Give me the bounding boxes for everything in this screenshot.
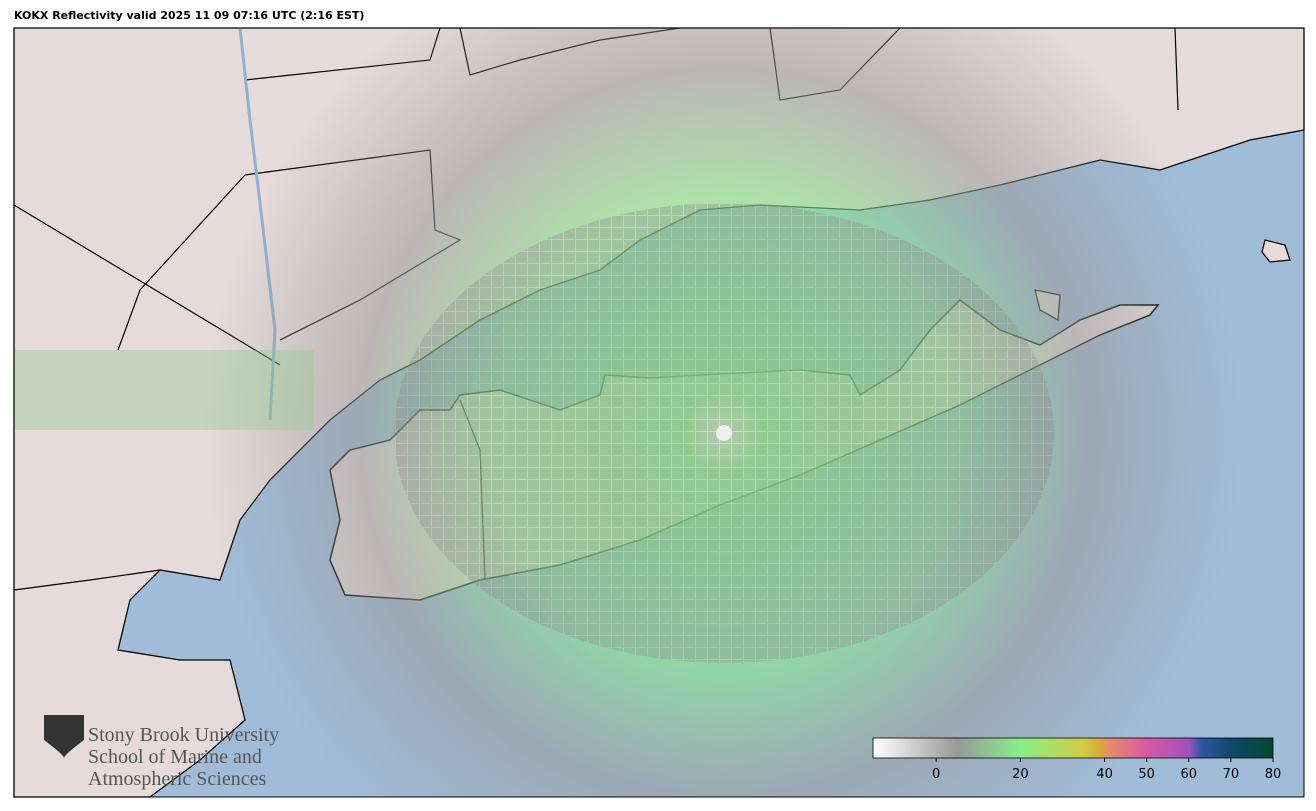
logo: Stony Brook University School of Marine … bbox=[44, 715, 279, 790]
colorbar-tick-label: 20 bbox=[1012, 767, 1029, 782]
logo-line: Stony Brook University bbox=[88, 724, 279, 746]
radar-band bbox=[14, 350, 314, 430]
colorbar-tick-label: 0 bbox=[932, 767, 940, 782]
colorbar-tick-label: 40 bbox=[1096, 767, 1113, 782]
map bbox=[13, 27, 1305, 798]
colorbar-bar bbox=[872, 737, 1274, 759]
colorbar-tick-label: 60 bbox=[1181, 767, 1198, 782]
colorbar-tick-label: 80 bbox=[1265, 767, 1282, 782]
colorbar: 0 20 40 50 60 70 80 bbox=[872, 737, 1282, 782]
logo-line: School of Marine and bbox=[88, 746, 262, 768]
map-frame bbox=[13, 27, 1305, 798]
map-title: KOKX Reflectivity valid 2025 11 09 07:16… bbox=[14, 9, 364, 22]
colorbar-tick-label: 70 bbox=[1223, 767, 1240, 782]
logo-shield bbox=[44, 715, 84, 758]
colorbar-tick-label: 50 bbox=[1138, 767, 1155, 782]
radar-site bbox=[716, 425, 732, 441]
logo-line: Atmospheric Sciences bbox=[88, 768, 266, 790]
